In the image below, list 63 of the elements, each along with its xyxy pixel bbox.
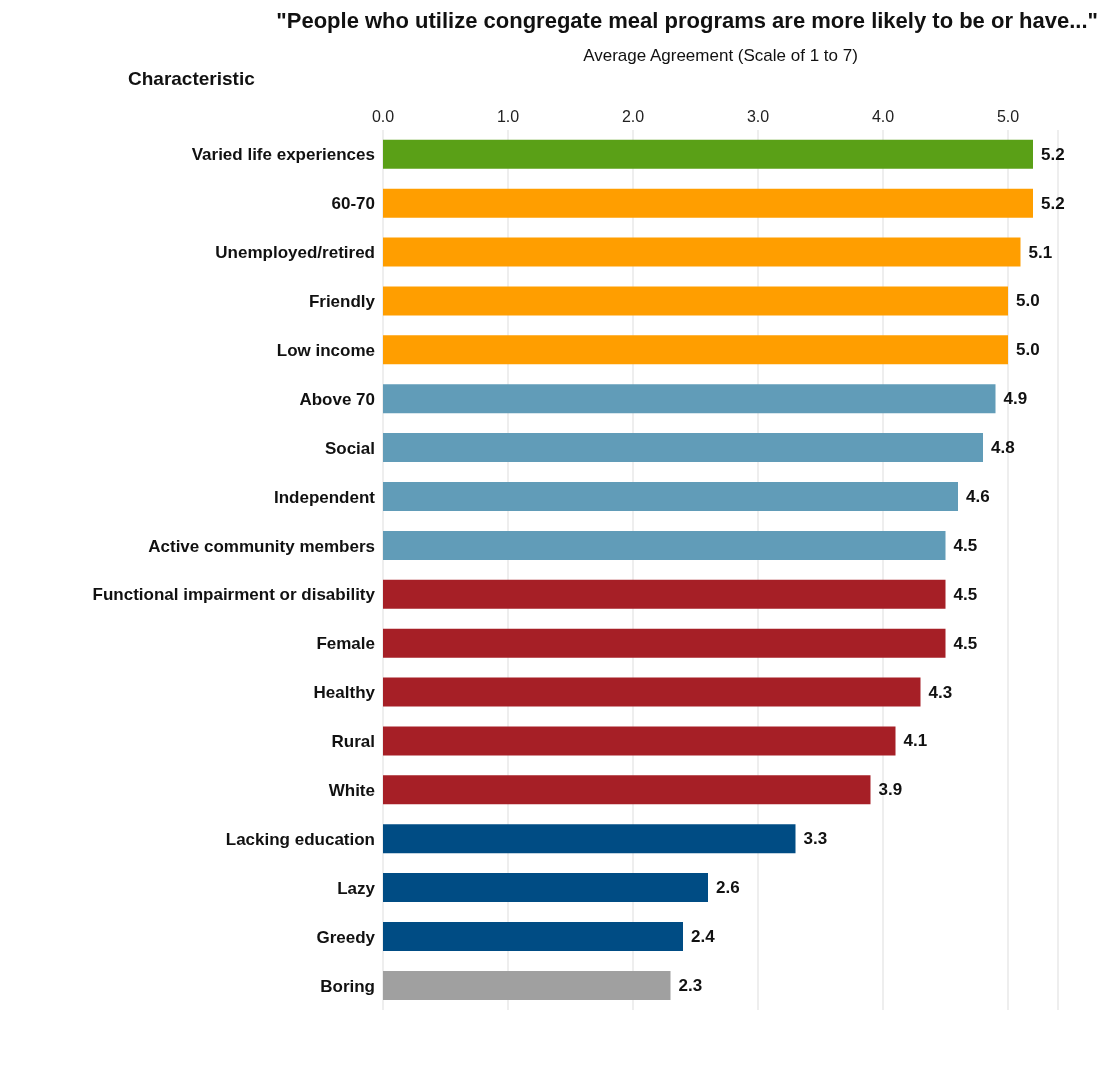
- data-label: 3.9: [878, 780, 903, 800]
- x-tick-label: 1.0: [496, 108, 520, 125]
- data-label: 4.8: [991, 438, 1015, 458]
- data-label: 3.3: [803, 829, 828, 849]
- data-label: 2.6: [716, 878, 740, 898]
- data-label: 2.4: [691, 927, 716, 946]
- data-label: 4.9: [1003, 389, 1028, 409]
- bar: [383, 628, 946, 658]
- x-tick-label: 0.0: [371, 108, 395, 125]
- bar: [383, 922, 683, 951]
- data-label: 5.2: [1041, 144, 1065, 164]
- data-label: 5.1: [1028, 242, 1053, 262]
- bar: [383, 579, 946, 609]
- bar: [383, 677, 921, 707]
- data-label: 2.3: [678, 975, 703, 995]
- y-tick-label: Friendly: [308, 292, 376, 312]
- x-axis-title: Average Agreement (Scale of 1 to 7): [582, 46, 859, 66]
- bar: [383, 824, 796, 854]
- bar: [383, 384, 996, 414]
- data-label: 4.6: [966, 487, 990, 506]
- y-tick-label: 60-70: [331, 194, 375, 214]
- chart-title: "People who utilize congregate meal programs are more likely to be or have...": [275, 8, 1099, 34]
- data-label: 4.1: [903, 731, 928, 751]
- bar: [383, 873, 708, 903]
- bar: [383, 335, 1008, 365]
- x-tick-label: 4.0: [871, 108, 895, 125]
- y-tick-label: Independent: [273, 487, 376, 507]
- data-label: 5.0: [1016, 340, 1040, 360]
- bar: [383, 286, 1008, 316]
- y-tick-label: Active community members: [148, 536, 375, 556]
- bar: [383, 775, 871, 805]
- bar: [383, 530, 946, 560]
- y-tick-label: Varied life experiences: [191, 145, 375, 165]
- y-tick-label: Functional impairment or disability: [92, 585, 376, 605]
- y-tick-label: Female: [316, 634, 375, 654]
- data-label: 5.2: [1041, 193, 1065, 213]
- y-axis-title: Characteristic: [128, 68, 255, 90]
- bar: [383, 726, 896, 756]
- bar: [383, 139, 1033, 169]
- bar: [383, 482, 958, 511]
- bar: [383, 188, 1033, 218]
- x-tick-label: 2.0: [621, 108, 645, 125]
- x-tick-label: 3.0: [746, 108, 770, 125]
- bar: [383, 237, 1021, 267]
- y-tick-label: Rural: [331, 732, 375, 752]
- y-tick-label: Lacking education: [225, 829, 375, 849]
- data-label: 4.3: [928, 682, 953, 702]
- data-label: 4.5: [953, 584, 978, 604]
- y-tick-label: Low income: [276, 341, 375, 361]
- data-label: 4.5: [953, 535, 978, 555]
- y-tick-label: Boring: [320, 976, 375, 996]
- y-tick-label: Social: [324, 438, 375, 458]
- data-label: 4.5: [953, 633, 978, 653]
- y-tick-label: Unemployed/retired: [215, 243, 375, 263]
- y-tick-label: Lazy: [337, 878, 376, 898]
- bar: [383, 970, 671, 1000]
- y-tick-label: Above 70: [299, 389, 375, 409]
- y-tick-label: Healthy: [313, 683, 376, 703]
- bar: [383, 433, 983, 463]
- x-tick-label: 5.0: [996, 108, 1020, 125]
- y-tick-label: Greedy: [316, 927, 376, 947]
- data-label: 5.0: [1016, 291, 1040, 311]
- y-tick-label: White: [328, 781, 375, 801]
